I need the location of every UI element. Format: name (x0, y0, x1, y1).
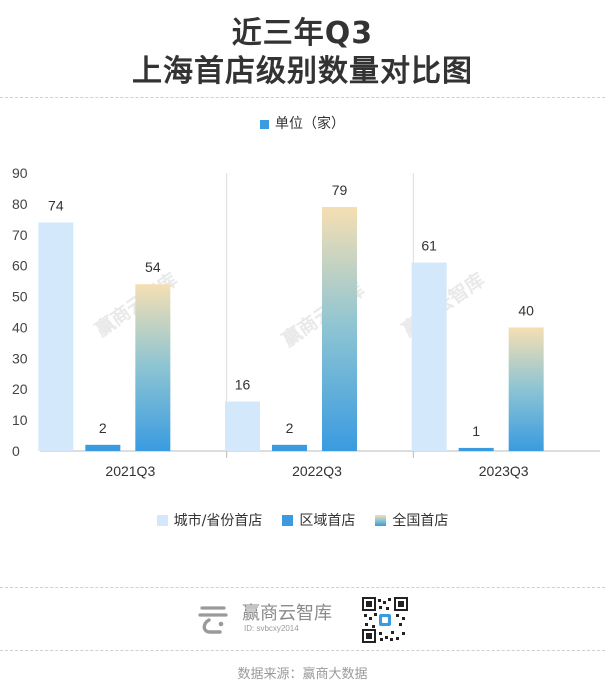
y-tick-label: 20 (12, 381, 28, 397)
bar-2 (322, 206, 357, 451)
chart-title-line2: 上海首店级别数量对比图 (132, 54, 473, 89)
bar-2 (135, 284, 171, 451)
data-label: 1 (472, 423, 480, 439)
bottom-divider-2 (0, 650, 605, 651)
y-tick-label: 30 (12, 350, 28, 366)
data-label: 40 (518, 302, 534, 318)
data-source: 数据来源：赢商大数据 (237, 667, 368, 682)
x-category-label: 2021Q3 (105, 463, 155, 479)
x-category-label: 2022Q3 (292, 463, 342, 479)
y-tick-label: 0 (12, 443, 20, 459)
legend-item: 城市/省份首店 (156, 510, 263, 530)
data-label: 2 (286, 420, 294, 436)
brand-block: 赢商云智库 ID: svbcxy2014 (196, 595, 426, 645)
legend-item: 全国首店 (375, 510, 448, 530)
data-label: 54 (145, 259, 161, 275)
bar-1 (272, 444, 307, 451)
bar-1 (85, 444, 121, 451)
legend-label: 区域首店 (299, 513, 356, 529)
data-label: 16 (235, 377, 251, 393)
top-divider (0, 97, 605, 98)
unit-legend-swatch (260, 119, 269, 129)
y-tick-label: 90 (12, 165, 28, 181)
bar-chart: 赢商云智库赢商云智库赢商云智库0102030405060708090742542… (12, 165, 600, 479)
bottom-divider-1 (0, 587, 605, 588)
brand-name: 赢商云智库 (242, 603, 332, 624)
data-label: 79 (332, 182, 348, 198)
bar-0 (225, 401, 260, 451)
y-tick-label: 50 (12, 289, 28, 305)
unit-label: 单位（家） (275, 116, 345, 132)
bar-1 (458, 447, 494, 451)
legend-label: 城市/省份首店 (173, 513, 263, 529)
legend-label: 全国首店 (392, 513, 449, 529)
unit-legend: 单位（家） (0, 113, 605, 133)
legend-swatch (375, 515, 387, 526)
bar-0 (411, 262, 447, 451)
chart-title-line1: 近三年Q3 (231, 16, 374, 51)
y-tick-label: 70 (12, 227, 28, 243)
brand-id: ID: svbcxy2014 (244, 624, 299, 633)
data-label: 2 (99, 420, 107, 436)
brand-logo-icon (198, 606, 228, 634)
bar-0 (38, 222, 74, 451)
y-tick-label: 10 (12, 412, 28, 428)
qr-code-icon (362, 597, 408, 643)
data-label: 61 (421, 238, 437, 254)
x-category-label: 2023Q3 (479, 463, 529, 479)
chart-legend: 城市/省份首店 区域首店 全国首店 (0, 510, 605, 530)
legend-item: 区域首店 (282, 510, 355, 530)
legend-swatch (156, 515, 168, 526)
y-tick-label: 60 (12, 258, 28, 274)
legend-swatch (282, 515, 294, 526)
y-tick-label: 80 (12, 196, 28, 212)
y-tick-label: 40 (12, 319, 28, 335)
bar-2 (508, 327, 544, 451)
data-label: 74 (48, 197, 64, 213)
